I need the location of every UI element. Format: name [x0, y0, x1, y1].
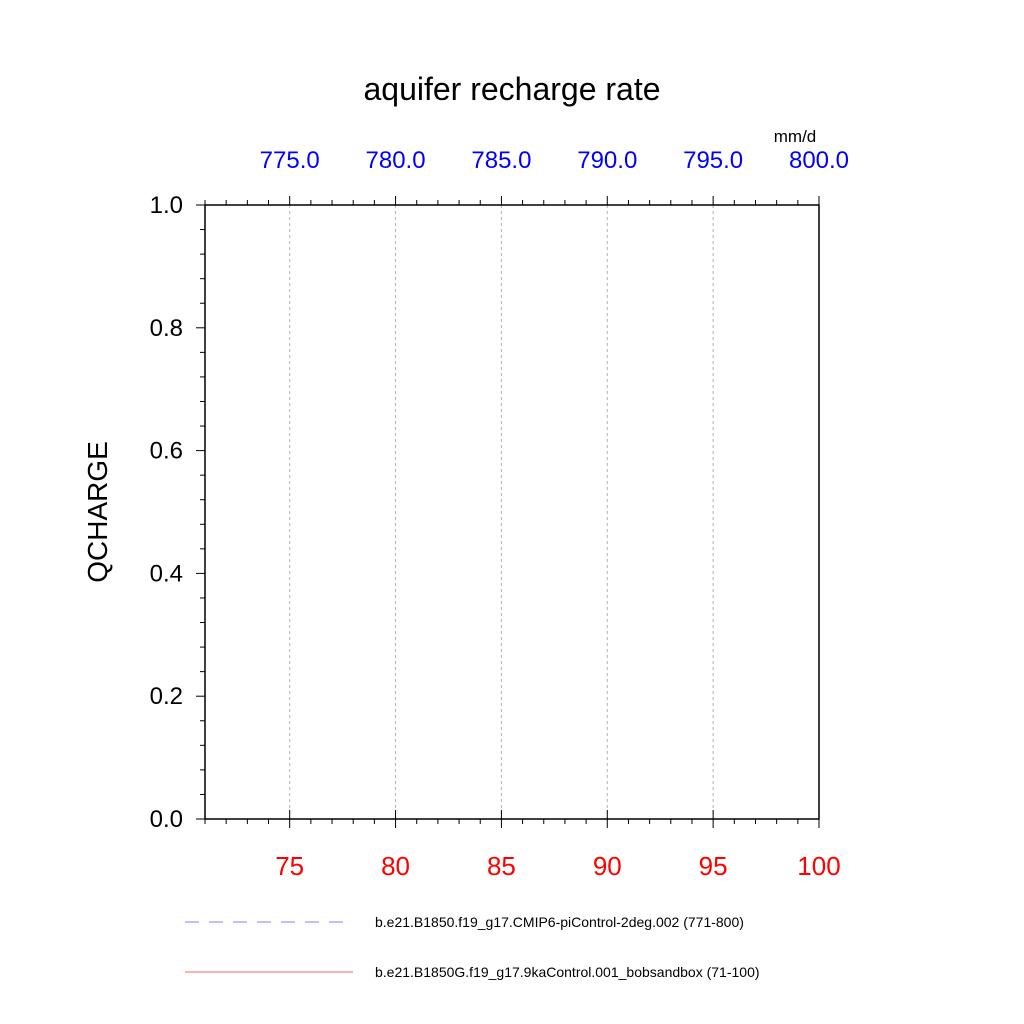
- x-top-tick-label-4: 795.0: [683, 147, 743, 174]
- axes: 0.0 0.2 0.4 0.6 0.8 1.0 75 80 85 90 95 100 775.0 780.…: [150, 147, 849, 881]
- y-tick-label-5: 1.0: [150, 192, 183, 219]
- legend-label-0: b.e21.B1850.f19_g17.CMIP6-piControl-2deg…: [375, 914, 744, 930]
- legend: b.e21.B1850.f19_g17.CMIP6-piControl-2deg…: [185, 914, 760, 980]
- x-bottom-tick-label-1: 80: [381, 851, 410, 881]
- x-top-tick-label-1: 780.0: [366, 147, 426, 174]
- x-top-tick-label-3: 790.0: [577, 147, 637, 174]
- x-top-tick-label-0: 775.0: [260, 147, 320, 174]
- x-top-tick-label-5: 800.0: [789, 147, 849, 174]
- legend-label-1: b.e21.B1850G.f19_g17.9kaControl.001_bobs…: [375, 964, 760, 980]
- y-tick-label-2: 0.4: [150, 560, 183, 587]
- x-bottom-tick-label-4: 95: [699, 851, 728, 881]
- y-tick-label-1: 0.2: [150, 683, 183, 710]
- x-bottom-tick-label-0: 75: [275, 851, 304, 881]
- units-label: mm/d: [774, 127, 817, 146]
- x-top-tick-label-2: 785.0: [471, 147, 531, 174]
- y-tick-label-4: 0.8: [150, 315, 183, 342]
- y-tick-label-3: 0.6: [150, 438, 183, 465]
- x-bottom-tick-label-2: 85: [487, 851, 516, 881]
- x-bottom-tick-label-3: 90: [593, 851, 622, 881]
- y-axis-label: QCHARGE: [82, 441, 113, 583]
- plot-frame: [204, 204, 820, 820]
- chart-title: aquifer recharge rate: [363, 71, 660, 107]
- grid-lines: [289, 205, 714, 819]
- y-tick-label-0: 0.0: [150, 806, 183, 833]
- x-bottom-tick-label-5: 100: [797, 851, 840, 881]
